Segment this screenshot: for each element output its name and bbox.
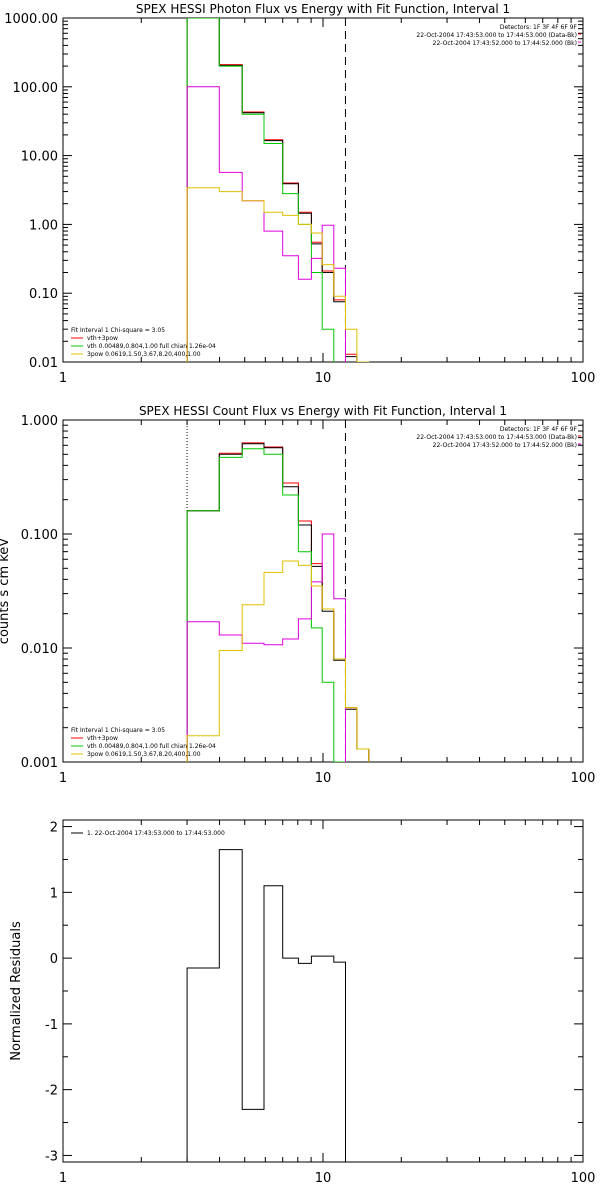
x-tick-label: 100	[571, 371, 596, 386]
y-tick-label: -1	[45, 1018, 58, 1033]
y-tick-label: 0.001	[21, 756, 58, 771]
legend-label: vth+3pow	[87, 735, 118, 742]
series-line-2	[186, 18, 358, 362]
x-axis-ticks	[62, 820, 584, 1162]
chart-panel-3: 1 10 100 -3 -2 -1 0 1 2 Normalized Residuals 1. 22…	[9, 819, 596, 1186]
series-line-4	[186, 533, 346, 762]
y-tick-label: 0.10	[29, 287, 58, 302]
y-tick-label: 1.00	[29, 218, 58, 233]
x-tick-label: 10	[315, 1171, 332, 1186]
plot-area	[186, 849, 346, 1162]
x-axis-ticks	[62, 420, 584, 762]
y-tick-label: 1	[50, 886, 58, 901]
chart-panel-2: SPEX HESSI Count Flux vs Energy with Fit…	[0, 404, 596, 786]
chart-title: SPEX HESSI Count Flux vs Energy with Fit…	[139, 404, 507, 418]
y-tick-label: -2	[45, 1084, 58, 1099]
series-line-1	[186, 442, 370, 762]
x-tick-label: 100	[571, 1171, 596, 1186]
y-tick-label: 2	[50, 821, 58, 836]
series-line-4	[186, 86, 346, 362]
legend-label: vth 0.00489,0.804,1.00 full chian 1.26e-…	[87, 743, 216, 750]
y-tick-label: -3	[45, 1149, 58, 1164]
legend-label: vth+3pow	[87, 335, 118, 342]
x-axis-ticks	[62, 18, 584, 362]
y-axis-label: Normalized Residuals	[9, 921, 24, 1061]
plot-area	[186, 18, 370, 362]
legend-label: 3pow 0.0619,1.50,3.67,8.20,400,1.00	[87, 351, 201, 358]
legend-header: Fit Interval 1 Chi-square = 3.05	[71, 727, 165, 734]
y-tick-label: 1.000	[21, 414, 58, 429]
legend-label: 3pow 0.0619,1.50,3.67,8.20,400,1.00	[87, 751, 201, 758]
header-text: 22-Oct-2004 17:43:53.000 to 17:44:53.000…	[416, 434, 577, 441]
header-text: Detectors: 1F 3F 4F 6F 9F	[500, 24, 578, 31]
y-tick-label: 0.100	[21, 528, 58, 543]
header-text: 22-Oct-2004 17:43:52.000 to 17:44:52.000…	[433, 40, 577, 47]
y-axis-ticks	[63, 424, 583, 763]
series-line-3	[186, 448, 346, 762]
series-line-5	[186, 560, 370, 762]
legend-header: Fit Interval 1 Chi-square = 3.05	[71, 327, 165, 334]
y-axis-ticks	[63, 20, 583, 363]
x-tick-label: 1	[59, 1171, 67, 1186]
y-tick-label: 100.00	[13, 81, 59, 96]
series-line-3	[186, 18, 335, 362]
plot-frame	[62, 17, 584, 363]
legend: Fit Interval 1 Chi-square = 3.05vth+3pow…	[71, 727, 216, 758]
legend: Fit Interval 1 Chi-square = 3.05vth+3pow…	[71, 327, 216, 358]
y-axis-ticks	[63, 826, 583, 1156]
x-tick-label: 10	[315, 771, 332, 786]
legend-label: 1. 22-Oct-2004 17:43:53.000 to 17:44:53.…	[87, 830, 225, 837]
y-axis-label: counts s cm keV	[0, 538, 12, 644]
chart-panel-1: SPEX HESSI Photon Flux vs Energy with Fi…	[4, 2, 596, 386]
header-text: Detectors: 1F 3F 4F 6F 9F	[500, 426, 578, 433]
plot-frame	[62, 819, 584, 1163]
x-tick-label: 1	[59, 771, 67, 786]
y-tick-label: 0	[50, 952, 58, 967]
plot-area	[186, 442, 370, 762]
header-text: 22-Oct-2004 17:43:53.000 to 17:44:53.000…	[416, 32, 577, 39]
legend: 1. 22-Oct-2004 17:43:53.000 to 17:44:53.…	[71, 830, 225, 837]
y-tick-label: 0.010	[21, 642, 58, 657]
y-tick-label: 1000.00	[4, 12, 58, 27]
plot-frame	[62, 419, 584, 763]
series-line-1	[186, 849, 346, 1162]
series-line-5	[186, 187, 370, 362]
y-tick-label: 0.01	[29, 356, 58, 371]
y-tick-label: 10.00	[21, 150, 58, 165]
series-line-1	[186, 18, 358, 362]
chart-title: SPEX HESSI Photon Flux vs Energy with Fi…	[136, 2, 510, 16]
x-tick-label: 100	[571, 771, 596, 786]
legend-label: vth 0.00489,0.804,1.00 full chian 1.26e-…	[87, 343, 216, 350]
header-text: 22-Oct-2004 17:43:52.000 to 17:44:52.000…	[433, 442, 577, 449]
series-line-2	[186, 443, 370, 762]
x-tick-label: 10	[315, 371, 332, 386]
x-tick-label: 1	[59, 371, 67, 386]
